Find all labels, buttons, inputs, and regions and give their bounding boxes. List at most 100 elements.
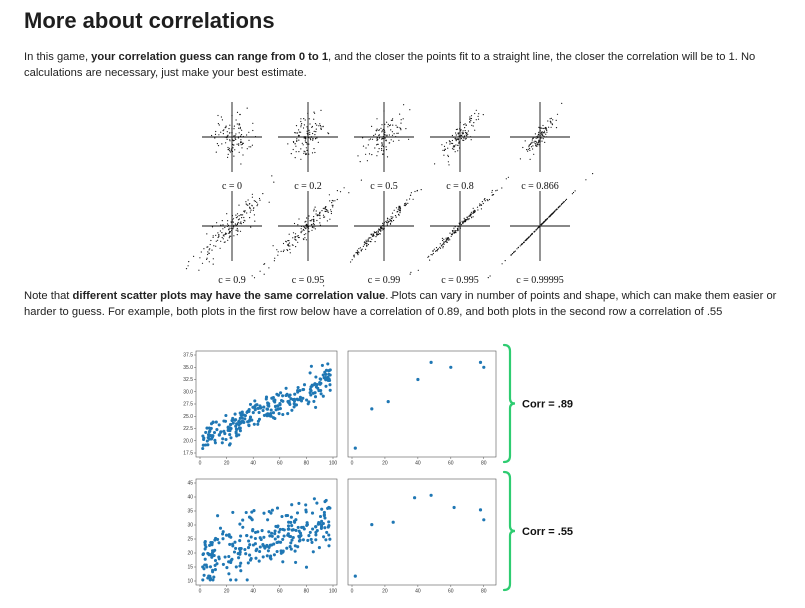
- example-point: [367, 144, 369, 146]
- example-point: [368, 153, 371, 155]
- x-tick-label: 0: [199, 461, 202, 467]
- scatter-point: [288, 545, 292, 549]
- example-point: [442, 245, 444, 248]
- example-point: [541, 134, 543, 136]
- scatter-point: [252, 509, 256, 513]
- example-point: [405, 202, 407, 204]
- example-point: [244, 210, 246, 212]
- example-point: [535, 145, 537, 147]
- example-point: [550, 117, 553, 119]
- scatter-point: [213, 558, 218, 563]
- example-point: [233, 125, 235, 127]
- example-point: [248, 139, 250, 141]
- example-point: [306, 126, 308, 128]
- example-point: [309, 131, 311, 133]
- example-point: [454, 138, 456, 140]
- scatter-point: [232, 550, 237, 554]
- example-point: [414, 190, 416, 193]
- scatter-point: [282, 528, 286, 532]
- scatter-point: [210, 555, 214, 559]
- example-point: [455, 132, 457, 134]
- example-point: [235, 214, 237, 216]
- y-tick-label: 20: [187, 551, 193, 557]
- example-point: [472, 207, 474, 209]
- example-point: [326, 210, 328, 212]
- example-point: [365, 147, 367, 149]
- example-point: [399, 113, 401, 115]
- scatter-point: [220, 441, 224, 445]
- scatter-point: [286, 524, 291, 528]
- example-point: [310, 139, 312, 141]
- example-point: [292, 232, 295, 234]
- example-point: [298, 134, 300, 137]
- scatter-point: [271, 411, 276, 415]
- scatter-point: [253, 408, 257, 412]
- example-point: [540, 224, 542, 226]
- example-point: [365, 153, 367, 155]
- example-point: [327, 211, 329, 213]
- example-point: [453, 229, 455, 231]
- example-point: [489, 275, 491, 277]
- example-point: [249, 217, 251, 219]
- example-point: [373, 231, 375, 233]
- scatter-point: [273, 532, 277, 536]
- example-point: [371, 238, 373, 240]
- example-point: [378, 148, 380, 150]
- scatter-point: [231, 510, 235, 514]
- example-point: [297, 236, 299, 239]
- example-point: [251, 275, 253, 277]
- y-tick-label: 20.0: [183, 438, 193, 444]
- scatter-point: [269, 511, 273, 515]
- example-point: [256, 201, 258, 203]
- example-point: [214, 133, 217, 135]
- example-point: [307, 134, 309, 136]
- example-point: [482, 114, 484, 116]
- example-point: [381, 142, 383, 144]
- example-point: [315, 131, 317, 133]
- example-point: [227, 220, 229, 222]
- example-point: [378, 228, 380, 230]
- example-point: [392, 140, 394, 142]
- example-point: [282, 242, 285, 245]
- example-point: [441, 244, 443, 246]
- example-point: [294, 143, 296, 145]
- example-point: [311, 125, 313, 128]
- scatter-point: [211, 420, 215, 424]
- example-point: [231, 229, 233, 231]
- example-point: [457, 132, 459, 134]
- scatter-point: [273, 404, 278, 408]
- example-point: [463, 124, 465, 126]
- example-point: [211, 134, 213, 137]
- example-point: [460, 135, 462, 137]
- example-point: [368, 240, 370, 242]
- example-caption: c = 0.866: [521, 181, 559, 192]
- scatter-point: [229, 422, 233, 426]
- scatter-point: [223, 555, 227, 559]
- example-point: [553, 211, 555, 213]
- example-point: [547, 120, 549, 122]
- scatter-point: [227, 533, 231, 537]
- example-point: [382, 145, 384, 148]
- example-point: [492, 194, 494, 196]
- example-point: [236, 225, 238, 227]
- example-point: [230, 221, 232, 223]
- scatter-point: [241, 518, 245, 522]
- example-point: [257, 203, 259, 205]
- scatter-point: [309, 389, 313, 393]
- example-point: [473, 209, 475, 211]
- scatter-point: [239, 561, 243, 565]
- example-point: [235, 217, 237, 219]
- example-point: [383, 223, 385, 225]
- example-point: [217, 236, 219, 239]
- example-point: [387, 126, 389, 128]
- scatter-point: [238, 548, 242, 552]
- scatter-point: [328, 388, 332, 392]
- example-point: [369, 240, 371, 243]
- x-tick-label: 40: [250, 589, 256, 595]
- example-point: [311, 229, 313, 231]
- example-point: [220, 116, 222, 118]
- example-point: [395, 216, 397, 218]
- example-point: [383, 222, 385, 224]
- example-point: [395, 136, 397, 138]
